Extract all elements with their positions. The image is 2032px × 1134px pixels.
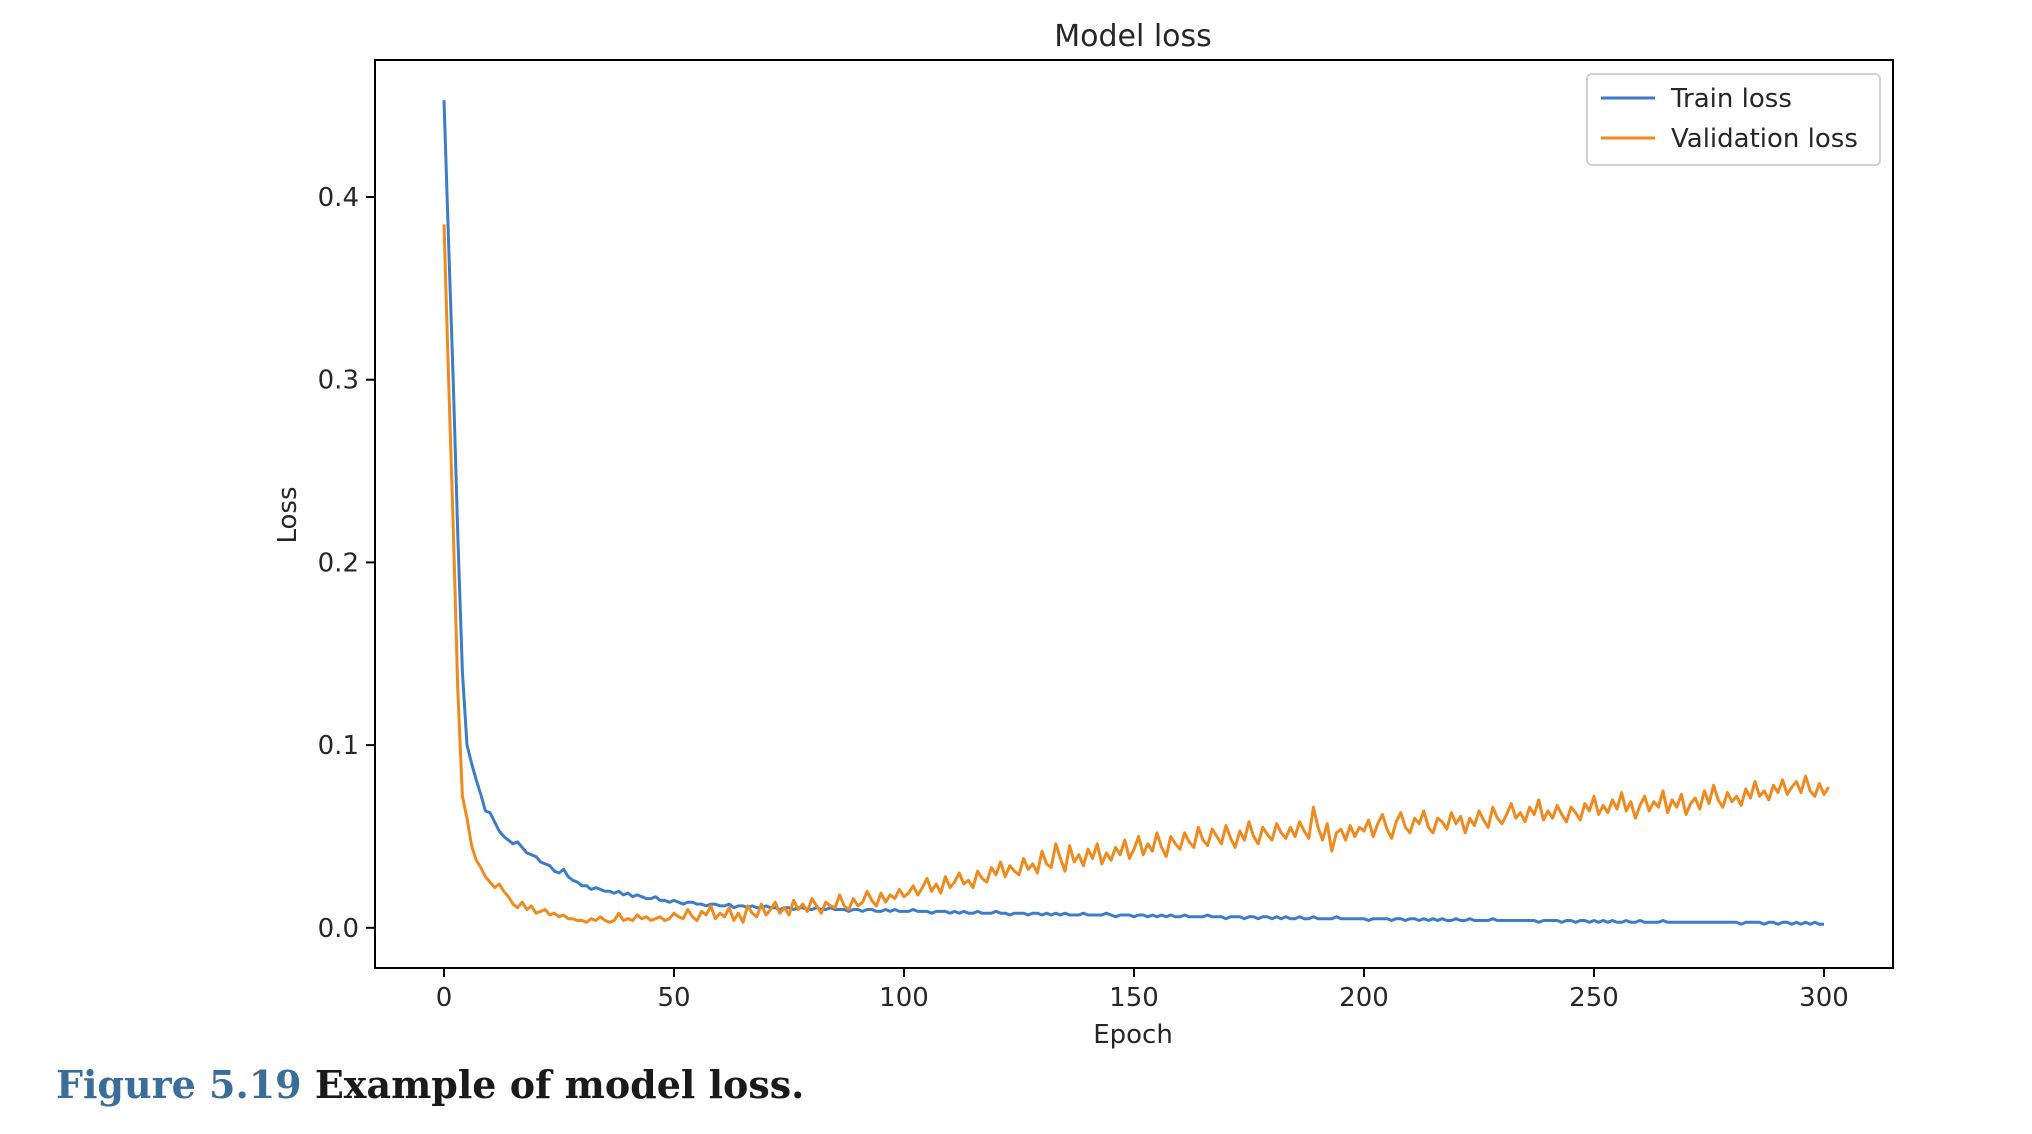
x-tick-label: 50 — [657, 983, 690, 1013]
x-tick-label: 100 — [879, 983, 929, 1013]
validation-loss-line — [442, 224, 1830, 924]
plot-area-frame — [374, 59, 1894, 969]
x-axis: 0 50 100 150 200 250 300 — [436, 968, 1849, 1013]
x-tick-label: 0 — [436, 983, 453, 1013]
plot-lines — [442, 100, 1830, 926]
x-tick-label: 150 — [1109, 983, 1159, 1013]
y-axis: 0.0 0.1 0.2 0.3 0.4 — [318, 183, 375, 944]
y-tick-label: 0.3 — [318, 366, 359, 396]
legend-box — [1586, 73, 1881, 166]
legend-label: Validation loss — [1671, 124, 1858, 154]
x-axis-label: Epoch — [1093, 1020, 1173, 1050]
x-tick-label: 300 — [1799, 983, 1849, 1013]
y-tick-label: 0.2 — [318, 548, 359, 578]
y-axis-label: Loss — [273, 486, 303, 543]
loss-chart: Model loss 0 50 100 150 200 250 300 0.00.10.20… — [273, 19, 1894, 1050]
y-tick-label: 0.4 — [318, 183, 359, 213]
figure-caption: Figure 5.19 Example of model loss. — [56, 1062, 804, 1107]
x-tick-label: 250 — [1569, 983, 1619, 1013]
chart-title: Model loss — [1054, 19, 1212, 54]
x-tick-label: 200 — [1339, 983, 1389, 1013]
y-tick-label: 0.1 — [318, 731, 359, 761]
figure-caption-text: Example of model loss. — [314, 1062, 805, 1107]
y-tick-label: 0.0 — [318, 914, 359, 944]
legend-label: Train loss — [1670, 84, 1792, 114]
legend: Train loss Validation loss — [1586, 73, 1881, 166]
train-loss-line — [442, 100, 1824, 926]
figure-label: Figure 5.19 — [56, 1062, 302, 1107]
